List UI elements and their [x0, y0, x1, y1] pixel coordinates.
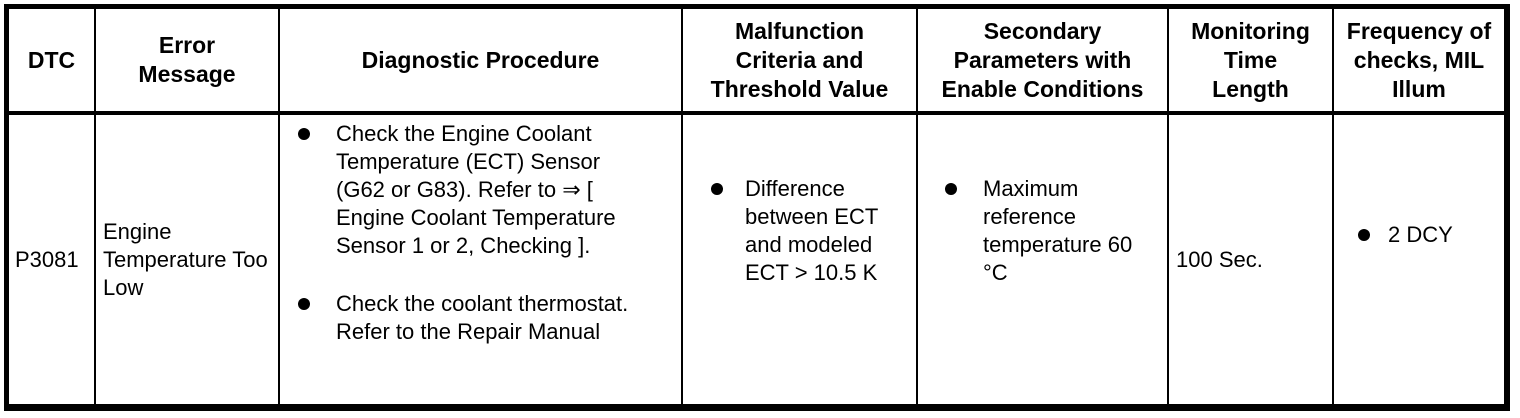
col-header-monitoring-time: Monitoring Time Length — [1168, 9, 1334, 115]
dtc-table: DTC Error Message Diagnostic Procedure M… — [4, 4, 1510, 411]
col-header-frequency-checks: Frequency of checks, MIL Illum — [1333, 9, 1504, 115]
list-item: 2 DCY — [1334, 221, 1504, 249]
col-header-diagnostic-procedure: Diagnostic Procedure — [279, 9, 683, 115]
list-item-text: Check the Engine Coolant Temperature (EC… — [336, 121, 616, 258]
secondary-parameters-list: Maximum reference temperature 60 °C — [918, 175, 1167, 287]
col-header-secondary-parameters: Secondary Parameters with Enable Conditi… — [917, 9, 1169, 115]
bullet-icon — [711, 183, 723, 195]
dtc-table-grid: DTC Error Message Diagnostic Procedure M… — [9, 9, 1504, 404]
list-item: Check the Engine Coolant Temperature (EC… — [280, 120, 681, 260]
frequency-checks-list: 2 DCY — [1334, 221, 1504, 249]
bullet-icon — [298, 128, 310, 140]
list-item-text: Maximum reference temperature 60 °C — [983, 176, 1133, 285]
header-row: DTC Error Message Diagnostic Procedure M… — [9, 9, 1504, 115]
list-item-text: 2 DCY — [1388, 222, 1453, 247]
cell-monitoring-time: 100 Sec. — [1168, 113, 1334, 404]
cell-malfunction-criteria: Difference between ECT and modeled ECT >… — [682, 113, 918, 404]
bullet-icon — [945, 183, 957, 195]
cell-error-message: Engine Temperature Too Low — [95, 113, 280, 404]
diagnostic-procedure-list: Check the Engine Coolant Temperature (EC… — [280, 120, 681, 346]
bullet-icon — [298, 298, 310, 310]
table-row-p3081: P3081 Engine Temperature Too Low Check t… — [9, 113, 1504, 404]
col-header-malfunction-criteria: Malfunction Criteria and Threshold Value — [682, 9, 918, 115]
col-header-error-message: Error Message — [95, 9, 280, 115]
list-item: Check the coolant thermostat. Refer to t… — [280, 290, 681, 346]
bullet-icon — [1358, 229, 1370, 241]
cell-frequency-checks: 2 DCY — [1333, 113, 1504, 404]
list-item: Maximum reference temperature 60 °C — [918, 175, 1167, 287]
list-item: Difference between ECT and modeled ECT >… — [683, 175, 916, 287]
cell-secondary-parameters: Maximum reference temperature 60 °C — [917, 113, 1169, 404]
list-item-text: Difference between ECT and modeled ECT >… — [745, 176, 878, 285]
cell-diagnostic-procedure: Check the Engine Coolant Temperature (EC… — [279, 113, 683, 404]
malfunction-criteria-list: Difference between ECT and modeled ECT >… — [683, 175, 916, 287]
list-item-text: Check the coolant thermostat. Refer to t… — [336, 291, 629, 344]
cell-dtc-code: P3081 — [9, 113, 96, 404]
col-header-dtc: DTC — [9, 9, 96, 115]
